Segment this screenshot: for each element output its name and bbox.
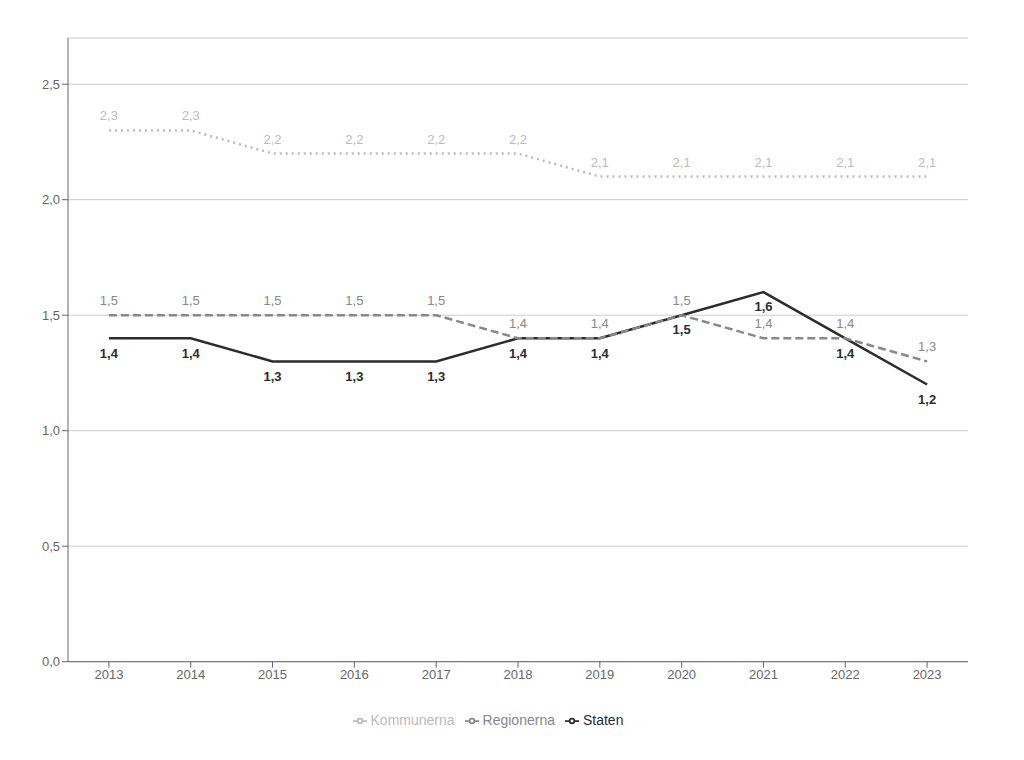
svg-text:1,3: 1,3	[264, 369, 282, 384]
svg-text:1,0: 1,0	[42, 423, 60, 438]
svg-text:1,5: 1,5	[264, 293, 282, 308]
svg-text:1,4: 1,4	[836, 346, 855, 361]
svg-text:2,1: 2,1	[918, 155, 936, 170]
svg-text:1,5: 1,5	[673, 322, 691, 337]
svg-text:1,4: 1,4	[509, 346, 528, 361]
svg-text:2020: 2020	[667, 667, 696, 682]
svg-text:2,0: 2,0	[42, 192, 60, 207]
svg-text:2018: 2018	[504, 667, 533, 682]
svg-text:1,4: 1,4	[100, 346, 119, 361]
svg-text:2,1: 2,1	[836, 155, 854, 170]
svg-text:2023: 2023	[913, 667, 942, 682]
svg-text:2015: 2015	[258, 667, 287, 682]
svg-text:2013: 2013	[94, 667, 123, 682]
svg-text:1,4: 1,4	[754, 316, 772, 331]
svg-text:0,5: 0,5	[42, 539, 60, 554]
svg-text:2022: 2022	[831, 667, 860, 682]
svg-text:1,4: 1,4	[591, 346, 610, 361]
svg-text:1,5: 1,5	[345, 293, 363, 308]
svg-text:1,5: 1,5	[182, 293, 200, 308]
svg-text:1,6: 1,6	[754, 299, 772, 314]
svg-text:1,5: 1,5	[100, 293, 118, 308]
svg-text:1,4: 1,4	[836, 316, 854, 331]
svg-text:2,2: 2,2	[345, 132, 363, 147]
svg-text:1,3: 1,3	[427, 369, 445, 384]
svg-text:2019: 2019	[585, 667, 614, 682]
svg-text:1,3: 1,3	[918, 339, 936, 354]
svg-text:2,3: 2,3	[100, 108, 118, 123]
html-text:Regionerna: Regionerna	[482, 711, 555, 728]
svg-text:2,2: 2,2	[427, 132, 445, 147]
svg-text:2,5: 2,5	[42, 77, 60, 92]
svg-text:2,1: 2,1	[673, 155, 691, 170]
svg-text:2,3: 2,3	[182, 108, 200, 123]
svg-text:1,2: 1,2	[918, 392, 936, 407]
svg-text:0,0: 0,0	[42, 654, 60, 669]
svg-text:1,4: 1,4	[591, 316, 609, 331]
svg-text:2021: 2021	[749, 667, 778, 682]
svg-text:1,5: 1,5	[427, 293, 445, 308]
svg-text:2,2: 2,2	[509, 132, 527, 147]
html-text:Kommunerna: Kommunerna	[370, 711, 455, 728]
svg-text:1,4: 1,4	[509, 316, 527, 331]
svg-text:1,4: 1,4	[182, 346, 201, 361]
svg-text:2,2: 2,2	[264, 132, 282, 147]
html-text:Staten: Staten	[583, 711, 624, 728]
svg-text:2014: 2014	[176, 667, 205, 682]
svg-text:1,5: 1,5	[673, 293, 691, 308]
svg-text:1,5: 1,5	[42, 308, 60, 323]
svg-text:1,3: 1,3	[345, 369, 363, 384]
svg-text:2,1: 2,1	[754, 155, 772, 170]
svg-text:2,1: 2,1	[591, 155, 609, 170]
svg-text:2017: 2017	[422, 667, 451, 682]
svg-text:2016: 2016	[340, 667, 369, 682]
